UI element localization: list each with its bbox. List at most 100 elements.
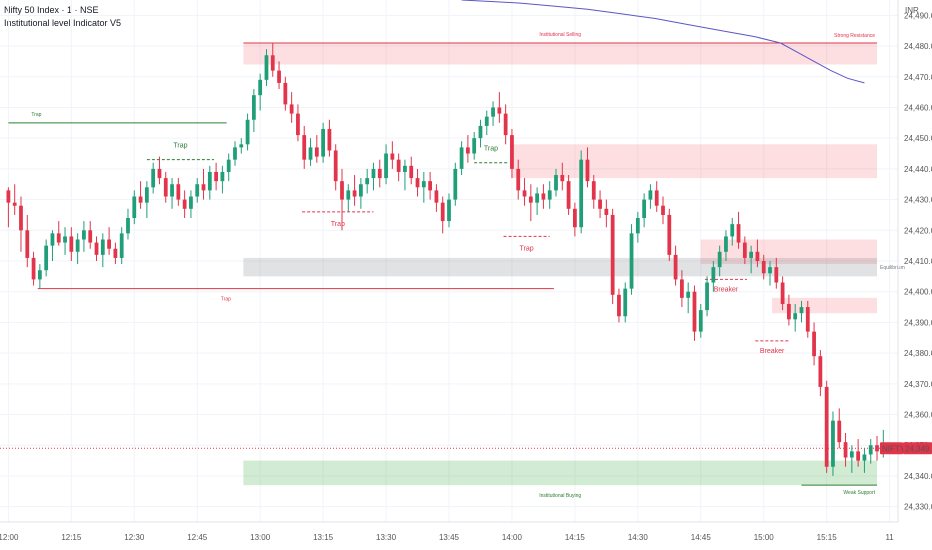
candle-body	[843, 442, 848, 458]
candle-body	[585, 159, 590, 182]
time-tick-label: 14:00	[502, 533, 523, 542]
candle-body	[749, 251, 754, 258]
time-tick-label: 11	[885, 533, 894, 542]
price-tick-label: 24,460.00	[904, 103, 932, 112]
price-tick-label: 24,390.00	[904, 318, 932, 327]
candle-body	[812, 331, 816, 357]
price-tick-label: 24,480.00	[904, 42, 932, 51]
candle-body	[579, 159, 584, 228]
candle-body	[717, 251, 722, 268]
candle-body	[151, 168, 156, 188]
level-label: Strong Resistance	[834, 33, 875, 39]
candle-body	[547, 190, 552, 200]
candle-body	[560, 175, 565, 182]
zone-supply	[511, 144, 878, 179]
price-tick-label: 24,490.00	[904, 11, 932, 20]
time-tick-label: 12:00	[0, 533, 19, 542]
candle-body	[340, 181, 344, 200]
price-tag-symbol: NIFTY	[882, 444, 906, 453]
candle-body	[837, 420, 842, 443]
zones-layer: Institutional Selling Equilibrium Institut…	[243, 32, 905, 499]
candle-body	[384, 153, 388, 179]
candle-body	[239, 144, 244, 148]
candle-body	[686, 291, 691, 298]
candle-body	[352, 190, 357, 197]
zone-supply	[243, 42, 878, 65]
candle-body	[126, 218, 130, 234]
trap-label: Trap	[520, 245, 534, 252]
candle-body	[207, 171, 212, 191]
time-tick-label: 13:00	[250, 533, 271, 542]
candle-body	[277, 70, 281, 83]
candle-body	[82, 230, 86, 240]
candle-body	[535, 193, 540, 203]
candle-body	[296, 113, 300, 136]
candle-body	[201, 184, 206, 191]
candle-body	[635, 218, 640, 234]
candle-body	[6, 190, 11, 203]
candle-body	[761, 261, 766, 274]
candle-body	[440, 202, 445, 222]
candle-body	[862, 454, 867, 461]
time-tick-label: 15:15	[817, 533, 838, 542]
candle-body	[63, 236, 67, 243]
candle-body	[503, 113, 508, 136]
candle-body	[831, 420, 835, 467]
candle-body	[56, 233, 61, 243]
candle-body	[245, 119, 250, 145]
price-tick-label: 24,450.00	[904, 134, 932, 143]
candle-body	[774, 267, 779, 283]
candle-body	[195, 184, 200, 197]
level-label: Weak Support	[843, 490, 875, 496]
candle-body	[497, 107, 502, 114]
symbol-title: Nifty 50 Index · 1 · NSE	[4, 5, 99, 15]
candle-body	[623, 288, 628, 317]
candle-body	[176, 184, 181, 200]
candle-body	[824, 386, 829, 467]
candle-body	[415, 178, 420, 188]
candle-body	[591, 181, 596, 200]
candle-body	[541, 193, 546, 200]
time-tick-label: 13:15	[313, 533, 334, 542]
candle-body	[308, 147, 313, 160]
price-tick-label: 24,340.00	[904, 472, 932, 481]
candle-body	[818, 356, 823, 387]
trap-label: Trap	[484, 146, 498, 153]
candle-body	[554, 175, 558, 191]
candle-body	[661, 205, 665, 215]
moving-average-line	[461, 0, 865, 84]
candle-body	[100, 239, 105, 255]
candle-body	[333, 150, 338, 182]
candle-body	[805, 307, 810, 332]
time-tick-label: 14:45	[691, 533, 712, 542]
candle-body	[251, 95, 256, 120]
candle-body	[667, 214, 672, 255]
candle-body	[182, 199, 187, 209]
candle-body	[793, 313, 798, 320]
indicator-title: Institutional level Indicator V5	[4, 18, 122, 28]
candle-body	[214, 171, 218, 182]
candle-body	[226, 159, 231, 172]
candle-body	[31, 257, 36, 280]
price-tick-label: 24,470.00	[904, 73, 932, 82]
candle-body	[673, 254, 678, 280]
candle-body	[648, 190, 653, 200]
candle-body	[742, 242, 747, 258]
price-tag: NIFTY 24,349.20	[880, 442, 932, 455]
trap-label: Trap	[31, 112, 41, 118]
price-tick-label: 24,380.00	[904, 349, 932, 358]
candle-body	[113, 248, 118, 258]
trap-label: Trap	[173, 143, 187, 150]
price-tag-value: 24,349.20	[905, 444, 932, 453]
candle-body	[19, 205, 23, 231]
candle-body	[302, 135, 307, 160]
candle-body	[566, 181, 571, 209]
candle-body	[157, 168, 162, 179]
candle-body	[396, 159, 401, 172]
candle-body	[75, 239, 80, 252]
candle-body	[144, 187, 149, 203]
candle-body	[453, 168, 458, 200]
zone-label-supply: Institutional Selling	[539, 32, 581, 38]
candle-body	[409, 165, 414, 179]
